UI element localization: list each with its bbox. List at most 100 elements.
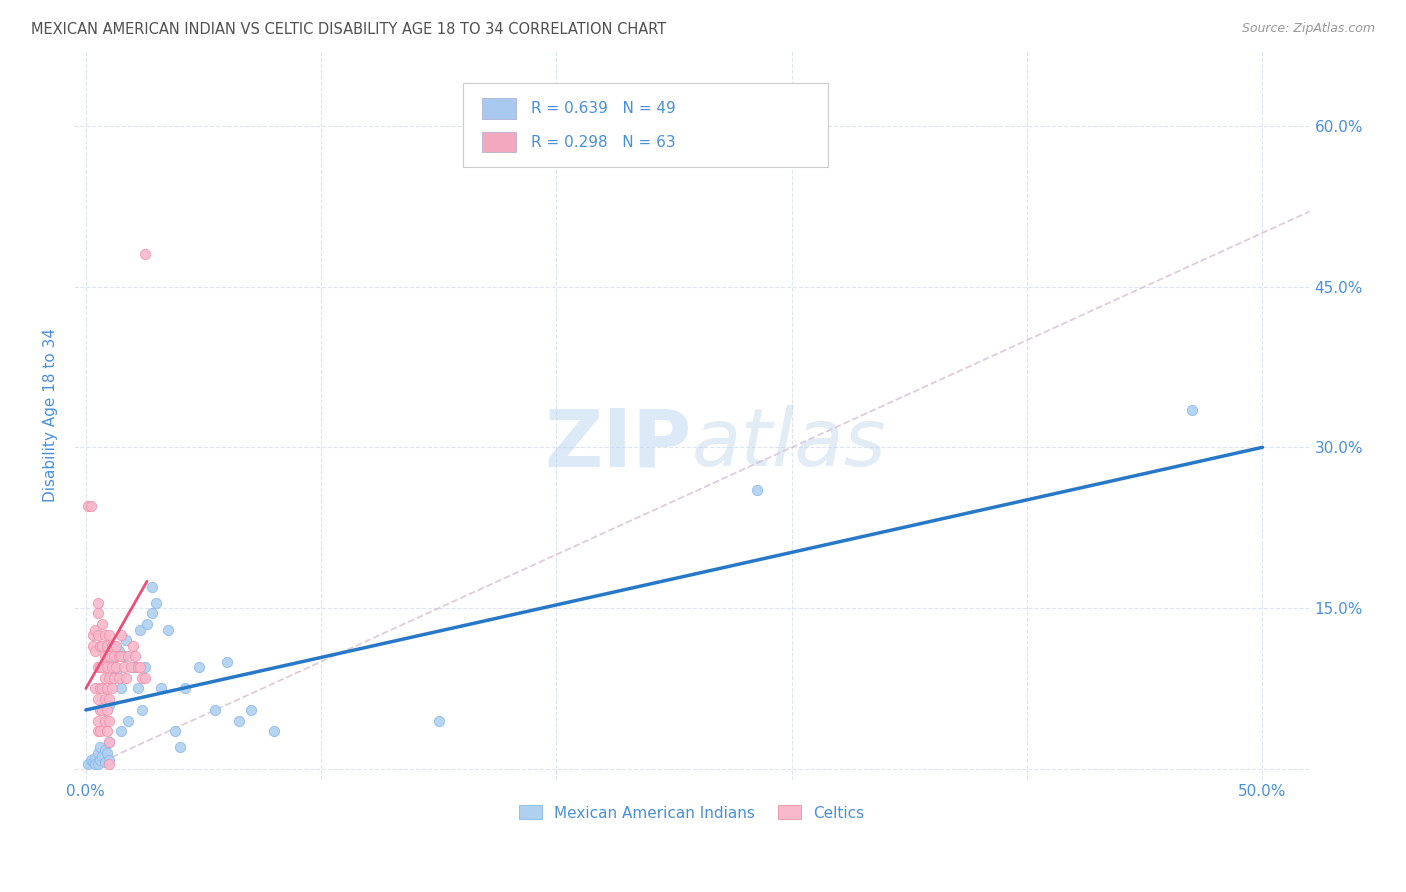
Text: R = 0.298   N = 63: R = 0.298 N = 63 [531,135,676,150]
Point [107,671,129,685]
Point [98,756,121,771]
Point [98,735,121,749]
Point [82,756,104,770]
Point [93,756,115,770]
Point [86,628,108,642]
Point [122,639,145,653]
Point [86,756,108,771]
Text: ZIP: ZIP [544,405,692,483]
Point [103,649,125,664]
Point [89,660,111,674]
Point [120,660,142,674]
Point [96,639,118,653]
Point [100,655,122,669]
Point [131,671,153,685]
Point [110,649,132,664]
Point [105,660,128,674]
Point [96,681,118,696]
Point [98,753,121,767]
Point [96,660,118,674]
Point [96,746,118,760]
Point [89,740,111,755]
Point [110,724,132,739]
Point [96,703,118,717]
Point [86,660,108,674]
Point [91,639,114,653]
Point [89,703,111,717]
Point [204,703,226,717]
Point [86,607,108,621]
Point [122,660,145,674]
Point [1181,402,1204,417]
Point [131,703,153,717]
Point [98,671,121,685]
Point [141,580,163,594]
Point [82,628,104,642]
Point [745,483,768,498]
Point [89,681,111,696]
Point [115,671,138,685]
Point [107,649,129,664]
Point [91,660,114,674]
Point [98,692,121,706]
Point [124,649,146,664]
Point [105,639,128,653]
Point [93,742,115,756]
Point [112,660,135,674]
Text: atlas: atlas [692,405,887,483]
Point [98,735,121,749]
Point [103,671,125,685]
Point [239,703,262,717]
Point [427,714,450,728]
Point [107,644,129,658]
Point [79,753,101,767]
Point [84,681,107,696]
Point [91,617,114,632]
Point [134,671,156,685]
Point [165,724,187,739]
Text: MEXICAN AMERICAN INDIAN VS CELTIC DISABILITY AGE 18 TO 34 CORRELATION CHART: MEXICAN AMERICAN INDIAN VS CELTIC DISABI… [31,22,666,37]
Point [86,746,108,760]
Point [228,714,250,728]
Point [77,756,100,771]
Point [134,247,156,261]
Point [145,596,167,610]
Point [98,628,121,642]
Point [100,681,122,696]
Point [91,703,114,717]
Point [84,756,107,771]
Y-axis label: Disability Age 18 to 34: Disability Age 18 to 34 [44,328,58,502]
Point [100,639,122,653]
Point [82,639,104,653]
Point [136,617,159,632]
Point [127,681,149,696]
Point [169,740,191,755]
Point [84,623,107,637]
FancyBboxPatch shape [482,98,516,119]
Point [105,665,128,680]
Point [93,628,115,642]
Point [89,724,111,739]
Point [141,607,163,621]
Point [263,724,285,739]
Point [84,751,107,765]
Point [124,660,146,674]
Text: R = 0.639   N = 49: R = 0.639 N = 49 [531,101,676,116]
Point [86,692,108,706]
Point [112,649,135,664]
Point [187,660,209,674]
Point [150,681,173,696]
Point [77,500,100,514]
Point [103,639,125,653]
Point [110,628,132,642]
Point [129,623,152,637]
Point [157,623,180,637]
Point [89,639,111,653]
Point [173,681,195,696]
Point [100,660,122,674]
Point [98,649,121,664]
Point [117,649,139,664]
Point [127,660,149,674]
Point [84,644,107,658]
FancyBboxPatch shape [463,84,828,168]
